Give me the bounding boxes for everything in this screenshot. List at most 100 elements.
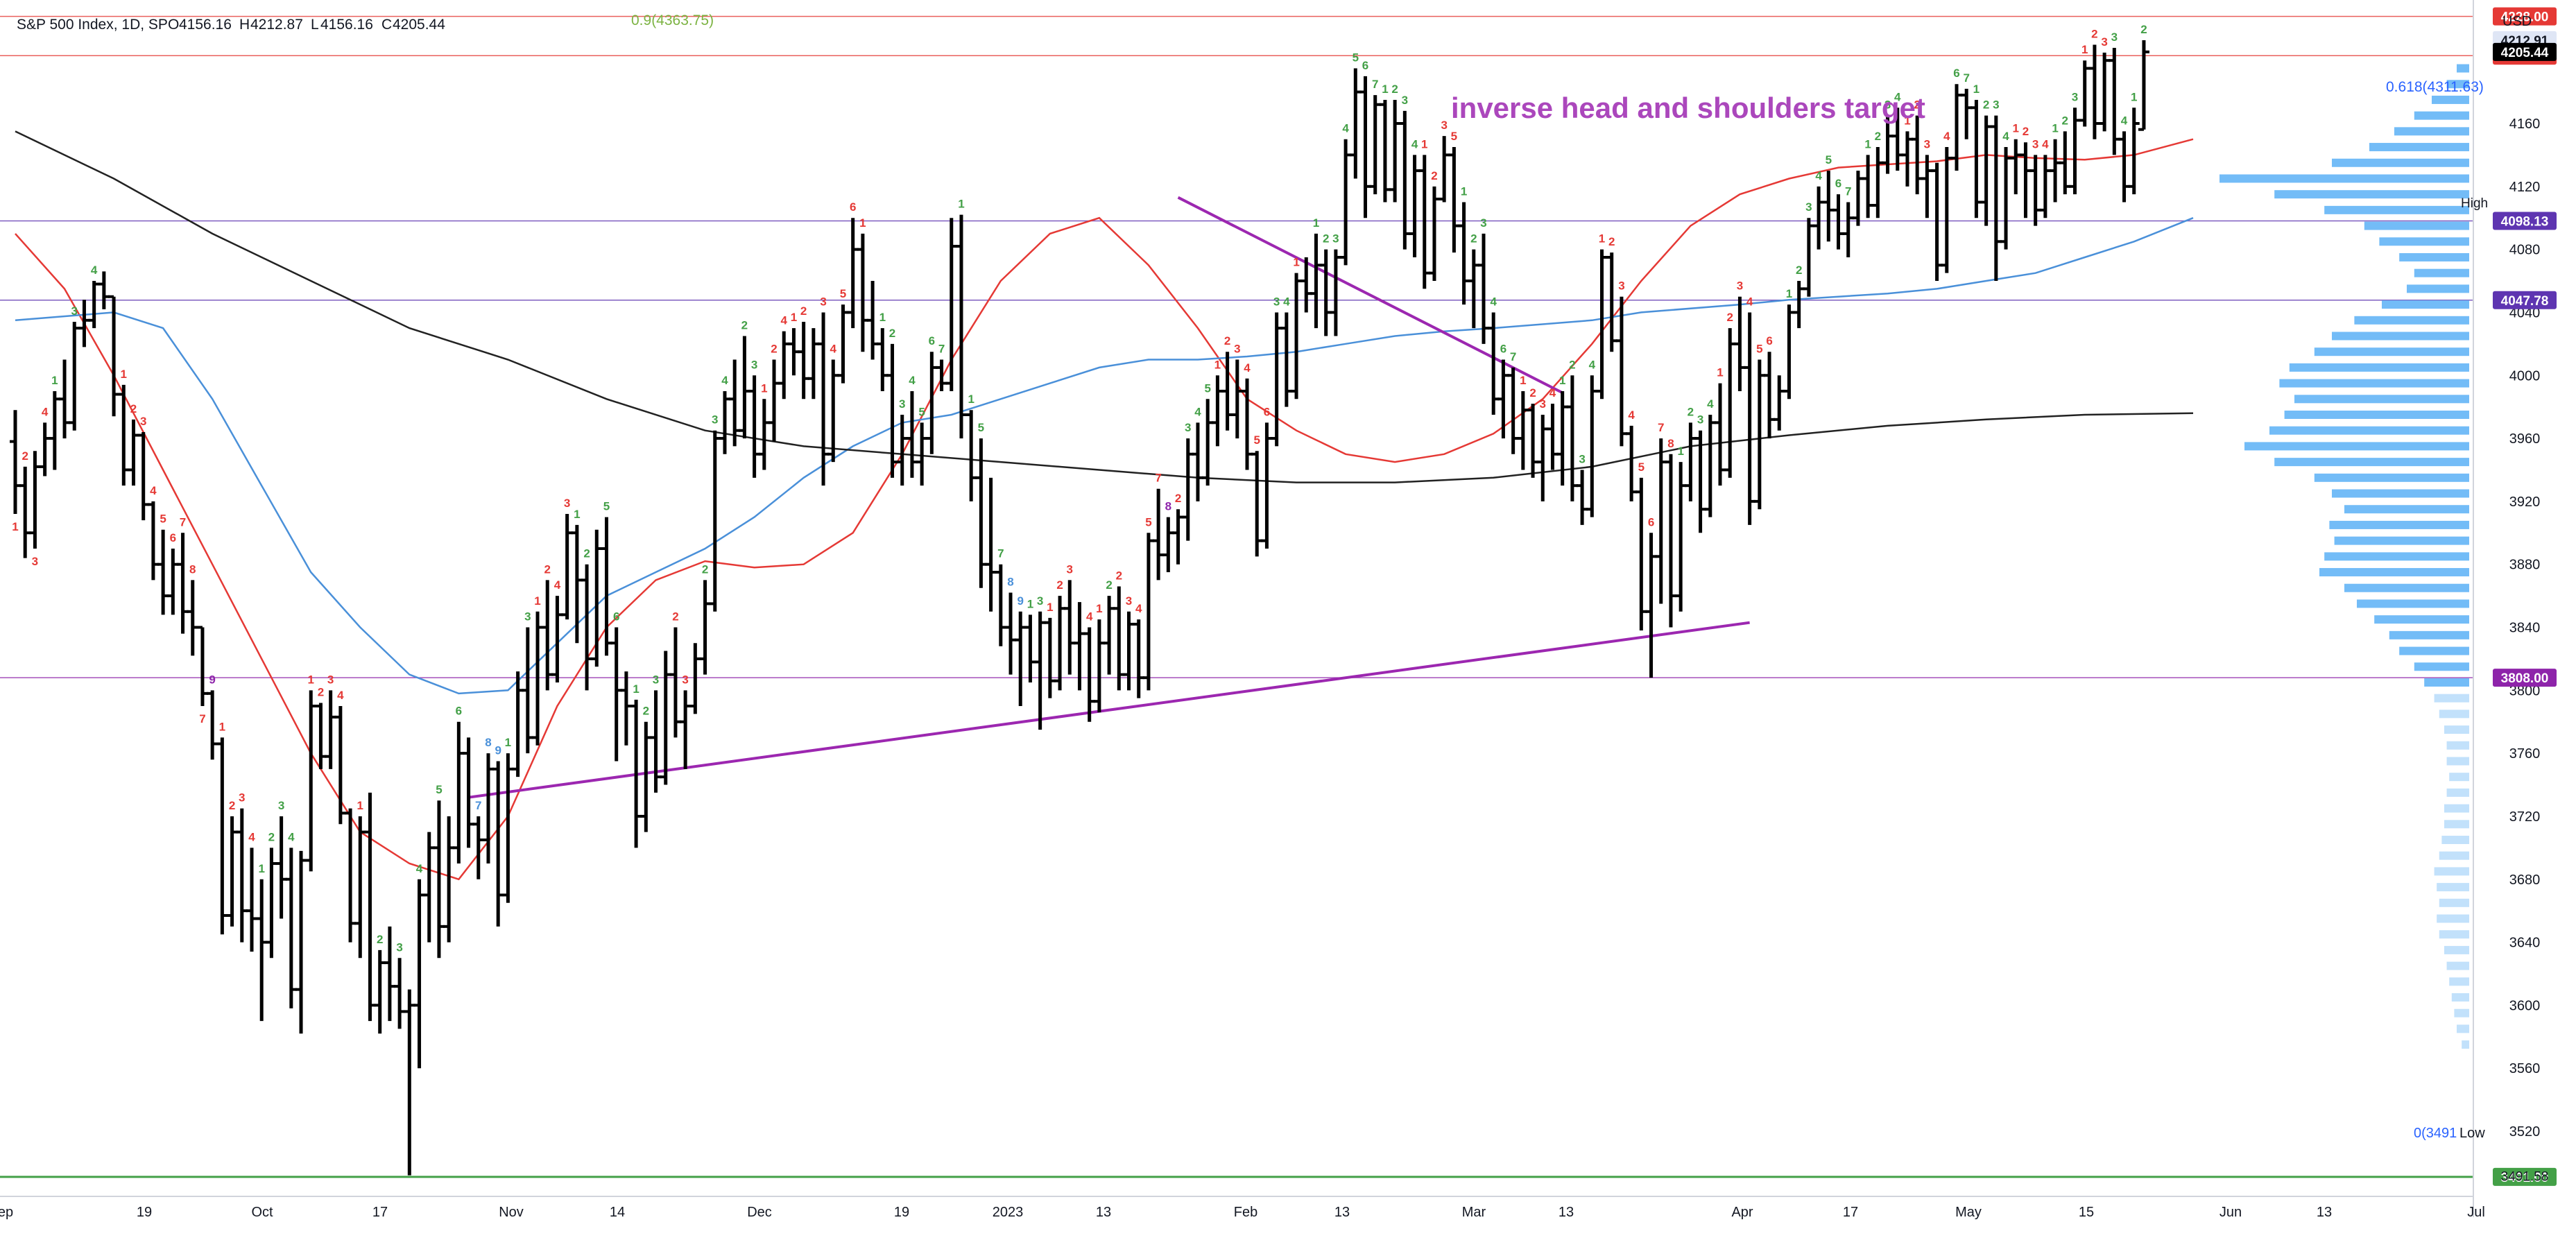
volume-profile-bar	[2324, 205, 2469, 214]
time-tick-label: Mar	[1462, 1205, 1486, 1220]
sequence-count-label: 1	[308, 673, 314, 686]
time-tick-label: 19	[894, 1205, 909, 1220]
price-tick-label: 3800	[2509, 683, 2541, 698]
time-tick-label: Jun	[2219, 1205, 2242, 1220]
sequence-count-label: 5	[1353, 51, 1359, 65]
volume-profile-bar	[2357, 599, 2469, 608]
sequence-count-label: 2	[2140, 23, 2147, 36]
volume-profile-bar	[2274, 190, 2469, 199]
sequence-count-label: 2	[1175, 492, 1181, 505]
sequence-count-label: 3	[2032, 137, 2038, 151]
sequence-count-label: 1	[1382, 83, 1388, 96]
trendlines-layer	[468, 196, 1750, 799]
sequence-count-label: 3	[1579, 452, 1585, 465]
ohlc-open-label: O	[168, 17, 179, 33]
sequence-count-label: 2	[1106, 578, 1112, 592]
volume-profile-bar	[2399, 646, 2469, 655]
sequence-count-label: 3	[1924, 137, 1930, 151]
sequence-count-label: 4	[150, 484, 157, 497]
sequence-count-label: 4	[2042, 137, 2049, 151]
volume-profile-bar	[2439, 898, 2469, 907]
time-tick-label: 19	[137, 1205, 152, 1220]
sequence-count-label: 2	[1608, 235, 1615, 248]
time-tick-label: Dec	[747, 1205, 772, 1220]
level-badge-label-6: 3808.00	[2501, 671, 2549, 686]
price-tick-label: 4080	[2509, 243, 2541, 258]
sequence-count-label: 3	[396, 940, 402, 954]
volume-profile-bar	[2379, 237, 2469, 246]
sequence-count-label: 2	[1529, 386, 1536, 399]
volume-profile-bar	[2382, 300, 2469, 309]
sequence-count-label: 2	[1323, 232, 1329, 246]
sequence-count-label: 8	[485, 736, 491, 749]
volume-profile-bar	[2284, 411, 2469, 420]
volume-profile-bar	[2457, 64, 2469, 73]
price-tick-label: 3960	[2509, 431, 2541, 447]
volume-profile-bar	[2289, 363, 2469, 372]
time-tick-label: 17	[1843, 1205, 1858, 1220]
sequence-count-label: 7	[938, 343, 945, 356]
sequence-count-label: 2	[643, 705, 649, 718]
volume-profile-bar	[2444, 945, 2469, 954]
sequence-count-label: 1	[1559, 374, 1565, 387]
sequence-count-label: 3	[1618, 280, 1624, 293]
sequence-count-label: 1	[859, 216, 866, 230]
volume-profile-bar	[2332, 489, 2469, 498]
volume-profile-bar	[2374, 615, 2469, 624]
sequence-count-label: 2	[130, 402, 137, 415]
sequence-count-label: 3	[1540, 397, 1546, 411]
moving-averages-layer	[15, 130, 2194, 881]
volume-profile-bar	[2244, 442, 2469, 451]
sequence-count-label: 3	[653, 673, 659, 686]
sequence-count-label: 3	[1273, 295, 1280, 308]
volume-profile-bar	[2414, 111, 2469, 120]
sequence-count-label: 1	[2013, 122, 2019, 135]
price-axis[interactable]: 3520 3560 3600 3640 3680 3720 3760 3800 3840 3880…	[2509, 117, 2541, 1140]
time-tick-label: Oct	[251, 1205, 273, 1220]
time-tick-label: 14	[610, 1205, 625, 1220]
sequence-count-label: 2	[1470, 232, 1477, 246]
sequence-count-label: 3	[1480, 216, 1486, 230]
sequence-count-label: 3	[564, 497, 570, 510]
ohlc-open-value: 4156.16	[179, 17, 232, 33]
volume-profile-bar	[2446, 961, 2469, 970]
volume-profile-bar	[2319, 568, 2469, 577]
sequence-count-label: 4	[1628, 409, 1635, 422]
volume-profile-bar	[2434, 694, 2469, 703]
level-badge-5	[2493, 291, 2557, 309]
sequence-count-label: 6	[850, 200, 856, 214]
sequence-count-label: 2	[544, 562, 551, 576]
sequence-count-label: 6	[1953, 67, 1959, 80]
sequence-count-label: 6	[1648, 515, 1654, 528]
sequence-count-label: 3	[1037, 594, 1043, 608]
sequence-count-label: 6	[456, 705, 462, 718]
sequence-count-label: 3	[1234, 343, 1240, 356]
volume-profile-bar	[2364, 221, 2469, 230]
time-axis[interactable]: ep 19 Oct 17 Nov 14 Dec 19 2023 13 Feb 13 Mar 13 Apr 17…	[0, 1205, 2485, 1220]
volume-profile-bar	[2444, 725, 2469, 734]
sequence-count-label: 5	[978, 421, 984, 434]
sequence-count-label: 1	[1973, 83, 1980, 96]
sequence-count-label: 3	[1697, 413, 1703, 427]
sequence-count-label: 2	[2023, 125, 2029, 138]
sequence-count-label: 3	[327, 673, 334, 686]
sequence-count-label: 3	[524, 610, 531, 624]
sequence-count-label: 3	[1441, 119, 1447, 132]
ohlc-low-label: L	[311, 17, 319, 33]
sequence-count-label: 5	[1638, 461, 1645, 474]
sequence-count-label: 3	[2101, 35, 2107, 49]
sequence-count-label: 1	[1313, 216, 1319, 230]
volume-profile-bar	[2434, 867, 2469, 876]
sequence-count-label: 4	[1894, 90, 1901, 103]
sequence-count-label: 4	[1746, 295, 1753, 308]
sequence-count-label: 4	[288, 830, 295, 843]
sequence-count-label: 1	[879, 311, 886, 324]
sequence-count-label: 1	[1047, 601, 1053, 614]
sequence-count-label: 1	[1864, 137, 1871, 151]
price-tick-label: 3560	[2509, 1061, 2541, 1076]
sequence-count-label: 1	[12, 520, 18, 533]
inverse-head-shoulders-annotation: inverse head and shoulders target	[1451, 92, 1925, 124]
sequence-count-label: 4	[781, 314, 788, 327]
sequence-count-label: 6	[613, 610, 619, 624]
